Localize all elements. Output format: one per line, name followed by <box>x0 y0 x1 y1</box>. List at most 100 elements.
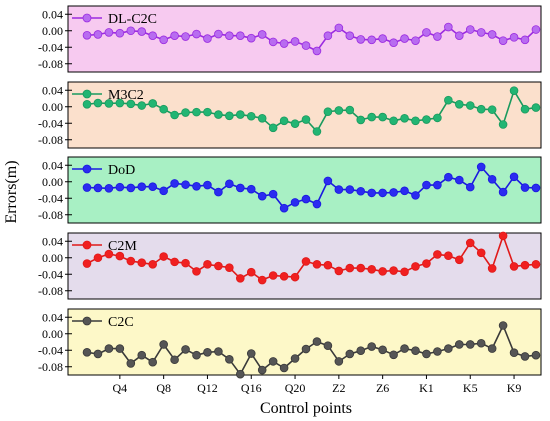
data-point <box>257 30 267 39</box>
data-point <box>301 41 311 50</box>
data-point <box>82 99 92 109</box>
y-tick-label: 0.04 <box>42 83 63 97</box>
y-tick-label: -0.04 <box>38 40 63 54</box>
data-point <box>334 106 344 115</box>
data-point <box>93 183 103 193</box>
data-point <box>148 260 158 269</box>
legend-label: DoD <box>108 163 135 178</box>
data-point <box>170 31 179 41</box>
data-point <box>159 186 168 196</box>
data-point <box>246 33 256 43</box>
legend-marker <box>82 89 92 99</box>
data-point <box>433 180 442 190</box>
data-point <box>531 350 541 360</box>
data-point <box>268 271 278 280</box>
data-point <box>334 357 344 366</box>
y-tick-label: 0.04 <box>42 7 63 21</box>
data-point <box>323 31 333 41</box>
data-point <box>236 369 245 379</box>
data-point <box>378 345 387 355</box>
panel-background <box>67 5 542 73</box>
data-point <box>487 30 497 39</box>
data-point <box>159 35 168 45</box>
data-point <box>389 350 398 360</box>
data-point <box>465 340 475 349</box>
y-tick-label: 0.00 <box>42 251 63 265</box>
x-tick-label: Q4 <box>113 381 128 395</box>
data-point <box>301 257 311 266</box>
data-point <box>323 341 333 351</box>
data-point <box>422 115 431 124</box>
data-point <box>290 198 300 207</box>
x-axis-title: Control points <box>260 400 352 417</box>
data-point <box>389 38 398 48</box>
data-point <box>104 99 114 108</box>
data-point <box>257 365 267 375</box>
data-point <box>378 34 387 43</box>
data-point <box>312 260 322 269</box>
y-axis-title: Errors(m) <box>3 160 20 223</box>
legend-label: DL-C2C <box>108 12 157 27</box>
data-point <box>192 267 201 276</box>
x-tick-label: Q16 <box>241 381 262 395</box>
data-point <box>137 350 147 360</box>
data-point <box>170 355 179 365</box>
data-point <box>137 182 147 192</box>
data-point <box>181 32 190 41</box>
data-point <box>411 116 420 126</box>
data-point <box>203 107 212 117</box>
data-point <box>454 340 464 349</box>
data-point <box>334 266 344 276</box>
data-point <box>378 112 387 122</box>
data-point <box>225 263 234 272</box>
data-point <box>378 267 387 276</box>
data-point <box>389 188 398 197</box>
data-point <box>367 112 377 122</box>
data-point <box>465 25 475 34</box>
data-point <box>498 321 508 330</box>
legend-label: C2C <box>108 315 134 330</box>
y-tick-label: 0.04 <box>42 310 63 324</box>
data-point <box>115 344 125 353</box>
y-tick-label: 0.04 <box>42 234 63 248</box>
data-point <box>312 127 322 136</box>
data-point <box>454 175 464 185</box>
data-point <box>345 263 355 273</box>
data-point <box>465 238 475 248</box>
y-tick-label: -0.08 <box>38 133 63 147</box>
data-point <box>82 348 92 357</box>
data-point <box>214 261 223 271</box>
data-point <box>411 191 420 200</box>
panel-dod: 0.04 0.00 -0.04 -0.08 DoD <box>38 156 542 224</box>
data-point <box>301 194 311 204</box>
data-point <box>170 110 179 120</box>
data-point <box>115 98 125 108</box>
data-point <box>279 39 289 48</box>
x-tick-label: Q8 <box>156 381 171 395</box>
data-point <box>170 257 179 267</box>
panel-background <box>67 156 542 224</box>
x-tick-label: K1 <box>419 381 434 395</box>
data-point <box>290 272 300 282</box>
x-tick-label: K9 <box>507 381 522 395</box>
data-point <box>400 344 409 353</box>
data-point <box>159 252 168 261</box>
data-point <box>433 32 442 41</box>
x-tick-label: Z6 <box>376 381 389 395</box>
data-point <box>225 111 234 121</box>
y-tick-label: -0.08 <box>38 360 63 374</box>
panel-dl-c2c: 0.04 0.00 -0.04 -0.08 DL-C2C <box>38 5 542 73</box>
data-point <box>520 183 530 192</box>
data-point <box>411 262 420 271</box>
data-point <box>433 347 442 356</box>
data-point <box>444 22 453 32</box>
data-point <box>236 31 245 41</box>
data-point <box>433 250 442 259</box>
data-point <box>126 183 136 193</box>
data-point <box>531 260 541 269</box>
legend-marker <box>82 240 92 250</box>
data-point <box>356 346 366 355</box>
data-point <box>301 344 311 354</box>
panel-background <box>67 232 542 300</box>
